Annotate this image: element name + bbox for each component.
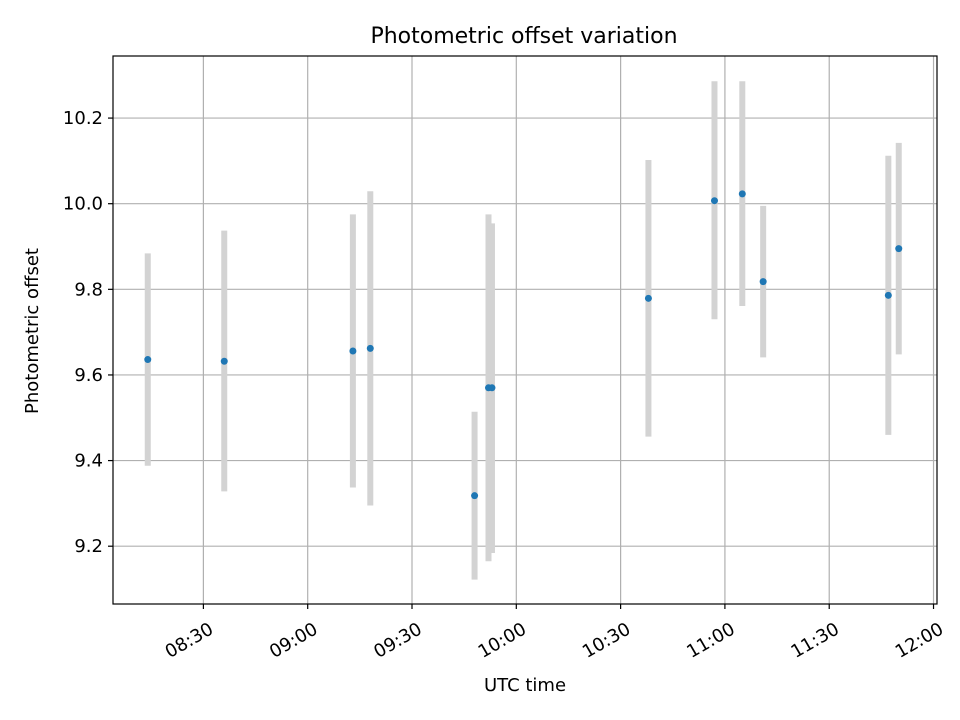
error-bars xyxy=(144,81,902,580)
x-tick-label: 11:00 xyxy=(683,619,738,663)
y-tick-label: 9.8 xyxy=(74,279,103,300)
data-point xyxy=(884,291,892,299)
grid-lines xyxy=(113,56,937,604)
data-point xyxy=(366,344,374,352)
data-point xyxy=(644,294,652,302)
x-tick-label: 11:30 xyxy=(787,619,842,663)
data-point xyxy=(144,356,152,364)
x-axis-label: UTC time xyxy=(484,675,566,696)
data-point xyxy=(895,245,903,253)
y-tick-label: 9.2 xyxy=(74,536,103,557)
plot-frame xyxy=(112,55,938,605)
x-tick-label: 09:00 xyxy=(266,619,321,663)
y-tick-label: 9.6 xyxy=(74,365,103,386)
data-point xyxy=(759,278,767,286)
data-point xyxy=(220,357,228,365)
data-point xyxy=(349,347,357,355)
data-point xyxy=(471,492,479,500)
x-tick-label: 09:30 xyxy=(370,619,425,663)
y-tick-label: 9.4 xyxy=(74,451,103,472)
x-tick-label: 10:30 xyxy=(579,619,634,663)
data-points xyxy=(144,190,903,500)
x-tick-label: 08:30 xyxy=(162,619,217,663)
data-point xyxy=(710,197,718,205)
y-tick-label: 10.0 xyxy=(63,194,103,215)
chart-title: Photometric offset variation xyxy=(370,24,677,49)
data-point xyxy=(488,384,496,392)
y-tick-label: 10.2 xyxy=(63,108,103,129)
x-tick-label: 10:00 xyxy=(475,619,530,663)
y-axis-label: Photometric offset xyxy=(22,248,43,414)
x-tick-label: 12:00 xyxy=(892,619,947,663)
axis-ticks: 08:30 09:00 09:30 10:00 10:30 11:00 11:30 12:00… xyxy=(63,108,947,663)
data-point xyxy=(738,190,746,198)
